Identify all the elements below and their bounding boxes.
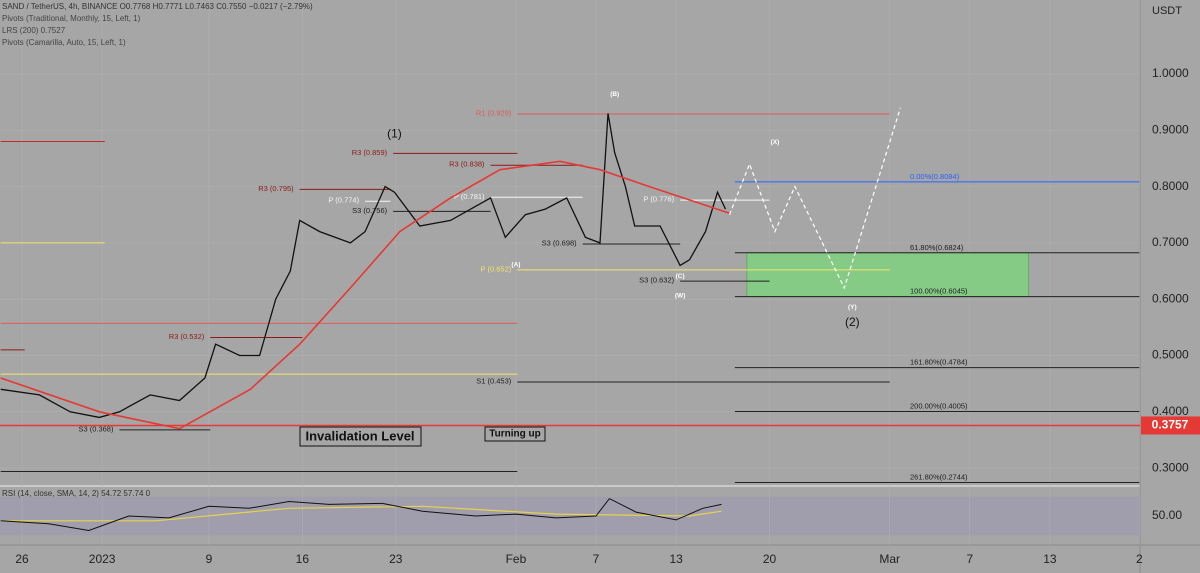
wave-label: (Y) bbox=[848, 304, 857, 311]
price-line bbox=[0, 160, 730, 430]
x-tick-label: 23 bbox=[389, 552, 403, 566]
rsi-title: RSI (14, close, SMA, 14, 2) 54.72 57.74 … bbox=[2, 489, 151, 498]
wave-label: (B) bbox=[610, 91, 619, 98]
fib-label: 100.00%(0.6045) bbox=[910, 287, 968, 296]
x-tick-label: Feb bbox=[506, 552, 527, 566]
pivot-label: P (0.774) bbox=[328, 196, 359, 205]
x-tick-label: 9 bbox=[206, 552, 213, 566]
annotation: Invalidation Level bbox=[305, 428, 414, 443]
y-tick-label: 0.6000 bbox=[1152, 291, 1189, 305]
pivot-label: P (0.776) bbox=[643, 195, 674, 204]
pivot-label: S3 (0.368) bbox=[78, 424, 114, 433]
x-tick-label: 13 bbox=[669, 552, 683, 566]
wave-label: (1) bbox=[387, 126, 402, 140]
x-tick-label: 13 bbox=[1043, 552, 1057, 566]
pivot-label: S1 (0.453) bbox=[476, 376, 512, 385]
y-tick-label: 50.00 bbox=[1152, 508, 1182, 522]
pivot-label: S3 (0.632) bbox=[639, 276, 675, 285]
fib-label: 0.00%(0.8084) bbox=[910, 172, 960, 181]
pivot-label: P (0.781) bbox=[454, 192, 485, 201]
pivot-label: R3 (0.838) bbox=[449, 160, 485, 169]
annotation: Turning up bbox=[489, 429, 540, 440]
y-tick-label: 0.5000 bbox=[1152, 348, 1189, 362]
y-tick-label: 0.9000 bbox=[1152, 122, 1189, 136]
fib-label: 200.00%(0.4005) bbox=[910, 402, 968, 411]
currency: USDT bbox=[1152, 5, 1182, 17]
rsi-ma-line bbox=[0, 505, 722, 522]
wave-label: (W) bbox=[675, 293, 685, 300]
pivot-label: S3 (0.698) bbox=[542, 239, 578, 248]
target-zone bbox=[746, 252, 1030, 298]
y-tick-label: 1.0000 bbox=[1152, 66, 1189, 80]
wave-label: (X) bbox=[771, 139, 780, 146]
x-tick-label: 26 bbox=[15, 552, 29, 566]
pivot-label: R3 (0.795) bbox=[258, 184, 294, 193]
y-tick-label: 0.4000 bbox=[1152, 404, 1189, 418]
wave-label: (A) bbox=[511, 262, 520, 269]
pivot-label: R1 (0.929) bbox=[476, 108, 512, 117]
y-tick-label: 0.7000 bbox=[1152, 235, 1189, 249]
pivot-label: S3 (0.756) bbox=[352, 206, 388, 215]
indicator: Pivots (Camarilla, Auto, 15, Left, 1) bbox=[2, 38, 126, 47]
x-tick-label: Mar bbox=[879, 552, 900, 566]
pivot-label: R3 (0.532) bbox=[169, 332, 205, 341]
x-tick-label: 7 bbox=[966, 552, 973, 566]
wave-label: (C) bbox=[676, 273, 685, 280]
indicator: LRS (200) 0.7527 bbox=[2, 26, 66, 35]
x-tick-label: 20 bbox=[763, 552, 777, 566]
annotation-box bbox=[484, 426, 546, 442]
rsi-line bbox=[0, 497, 722, 532]
wave-label: (2) bbox=[845, 315, 860, 329]
fib-label: 261.80%(0.2744) bbox=[910, 473, 968, 482]
price-tag-label: 0.3757 bbox=[1152, 418, 1189, 432]
price-tag bbox=[1141, 416, 1200, 435]
pivot-label: P (0.652) bbox=[481, 264, 512, 273]
pivot-label: R3 (0.859) bbox=[352, 148, 388, 157]
price-line bbox=[0, 113, 727, 419]
fib-label: 161.80%(0.4784) bbox=[910, 358, 968, 367]
x-tick-label: 7 bbox=[593, 552, 600, 566]
indicator: Pivots (Traditional, Monthly, 15, Left, … bbox=[2, 14, 141, 23]
y-tick-label: 0.8000 bbox=[1152, 179, 1189, 193]
fib-label: 61.80%(0.6824) bbox=[910, 243, 964, 252]
x-tick-label: 16 bbox=[296, 552, 310, 566]
rsi-band bbox=[0, 496, 1140, 536]
price-line bbox=[728, 107, 901, 290]
annotation-box bbox=[299, 426, 422, 447]
x-tick-label: 2023 bbox=[89, 552, 116, 566]
symbol-line: SAND / TetherUS, 4h, BINANCE O0.7768 H0.… bbox=[2, 2, 313, 11]
y-tick-label: 0.3000 bbox=[1152, 460, 1189, 474]
x-tick-label: 2 bbox=[1136, 552, 1143, 566]
